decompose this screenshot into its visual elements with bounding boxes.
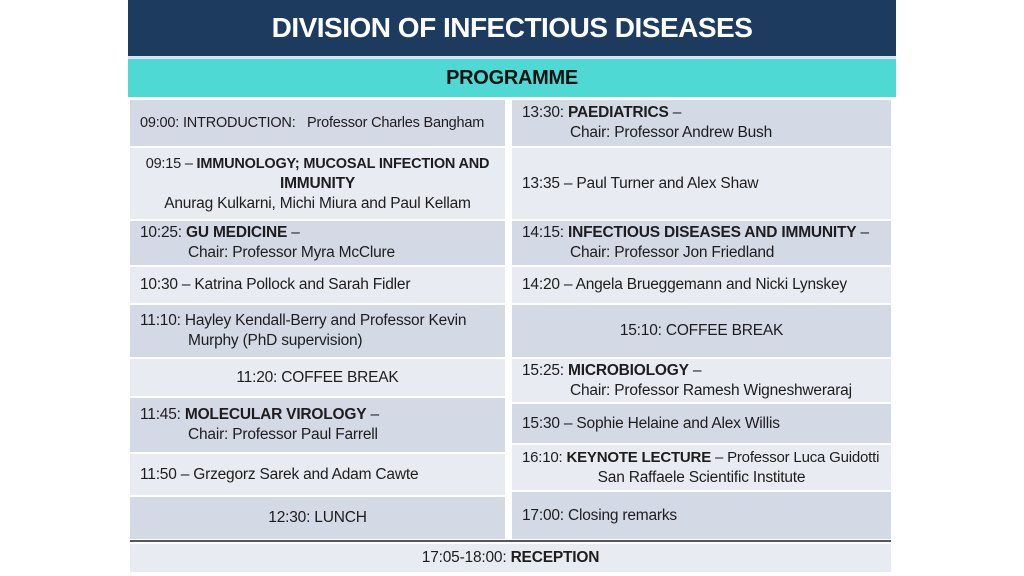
schedule-line: 13:30: PAEDIATRICS – [522,103,881,123]
schedule-text: – [366,406,380,423]
schedule-text: 10:25: [140,224,187,241]
schedule-text: Chair: Professor Ramesh Wigneshweraraj [570,381,852,399]
schedule-line: 09:15 – IMMUNOLOGY; MUCOSAL INFECTION AN… [140,154,495,174]
schedule-text: Chair: Professor Jon Friedland [570,244,775,261]
schedule-line: 15:30 – Sophie Helaine and Alex Willis [522,414,881,434]
schedule-line: Chair: Professor Ramesh Wigneshweraraj [522,381,881,401]
schedule-line: 10:30 – Katrina Pollock and Sarah Fidler [140,275,495,295]
schedule-row: 14:15: INFECTIOUS DISEASES AND IMMUNITY … [512,221,891,265]
schedule-line: 15:25: MICROBIOLOGY – [522,361,881,381]
schedule-text: 10:30 – Katrina Pollock and Sarah Fidler [140,276,411,293]
slide-title-bar: DIVISION OF INFECTIOUS DISEASES [128,0,896,59]
schedule-line: 11:20: COFFEE BREAK [140,368,495,388]
schedule-text: – Professor Luca Guidotti [711,448,880,466]
schedule-line: 10:25: GU MEDICINE – [140,223,495,243]
schedule-text: 11:20: COFFEE BREAK [236,368,399,386]
schedule-line: 17:05-18:00: RECEPTION [140,548,881,568]
schedule-line: Chair: Professor Andrew Bush [522,123,881,143]
schedule-text: PAEDIATRICS [568,104,669,121]
schedule-text: – [856,224,870,241]
schedule-text: KEYNOTE LECTURE [566,448,711,466]
slide-title: DIVISION OF INFECTIOUS DISEASES [271,12,753,43]
schedule-text: IMMUNITY [279,174,356,192]
schedule-line: 16:10: KEYNOTE LECTURE – Professor Luca … [522,448,881,468]
table-footer-divider [130,540,891,542]
schedule-line: San Raffaele Scientific Institute [522,468,881,488]
schedule-text: Anurag Kulkarni, Michi Miura and Paul Ke… [164,194,471,212]
schedule-row: 11:20: COFFEE BREAK [130,359,505,396]
schedule-text: 11:50 – Grzegorz Sarek and Adam Cawte [140,465,419,483]
schedule-line: IMMUNITY [140,174,495,194]
schedule-text: 15:30 – Sophie Helaine and Alex Willis [522,414,780,432]
schedule-line: 11:50 – Grzegorz Sarek and Adam Cawte [140,465,495,485]
schedule-line: Chair: Professor Paul Farrell [140,425,495,445]
schedule-line: 11:10: Hayley Kendall-Berry and Professo… [140,311,495,331]
schedule-line: Anurag Kulkarni, Michi Miura and Paul Ke… [140,194,495,214]
schedule-line: 12:30: LUNCH [140,508,495,528]
schedule-text: – [287,224,300,241]
programme-label: PROGRAMME [446,66,578,89]
schedule-row: 15:10: COFFEE BREAK [512,305,891,357]
afternoon-column: 13:30: PAEDIATRICS – Chair: Professor And… [512,100,891,539]
schedule-row: 13:30: PAEDIATRICS – Chair: Professor And… [512,100,891,146]
schedule-row: 09:00: INTRODUCTION: Professor Charles B… [130,100,505,146]
schedule-text: San Raffaele Scientific Institute [597,468,806,486]
schedule-line: 15:10: COFFEE BREAK [522,321,881,341]
schedule-row: 09:15 – IMMUNOLOGY; MUCOSAL INFECTION AN… [130,148,505,219]
morning-column: 09:00: INTRODUCTION: Professor Charles B… [130,100,505,539]
schedule-row: 10:30 – Katrina Pollock and Sarah Fidler [130,267,505,303]
schedule-text: 09:15 – [145,155,197,172]
schedule-line: Chair: Professor Jon Friedland [522,243,881,263]
schedule-line: 11:45: MOLECULAR VIROLOGY – [140,405,495,425]
schedule-line: Chair: Professor Myra McClure [140,243,495,263]
schedule-text: 17:00: Closing remarks [522,506,677,524]
programme-bar: PROGRAMME [128,59,896,97]
schedule-row: 12:30: LUNCH [130,497,505,539]
schedule-text: 13:35 – Paul Turner and Alex Shaw [522,174,759,192]
schedule-row: 15:30 – Sophie Helaine and Alex Willis [512,404,891,443]
schedule-text: – [688,361,702,379]
reception-row: 17:05-18:00: RECEPTION [130,544,891,572]
schedule-text: GU MEDICINE [186,224,288,241]
schedule-row: 11:50 – Grzegorz Sarek and Adam Cawte [130,454,505,495]
schedule-text: – [668,104,682,121]
schedule-text: Chair: Professor Andrew Bush [570,124,773,141]
schedule-text: 16:10: [522,448,567,466]
schedule-line: 09:00: INTRODUCTION: Professor Charles B… [140,113,495,133]
programme-table: 09:00: INTRODUCTION: Professor Charles B… [130,100,891,539]
schedule-text: 12:30: LUNCH [268,509,367,526]
schedule-text: MOLECULAR VIROLOGY [184,406,367,423]
schedule-row: 14:20 – Angela Brueggemann and Nicki Lyn… [512,267,891,303]
schedule-text: Murphy (PhD supervision) [188,332,363,349]
schedule-text: 15:10: COFFEE BREAK [619,322,784,339]
schedule-line: 14:15: INFECTIOUS DISEASES AND IMMUNITY … [522,223,881,243]
schedule-line: Murphy (PhD supervision) [140,331,495,351]
schedule-line: 13:35 – Paul Turner and Alex Shaw [522,174,881,194]
schedule-text: MICROBIOLOGY [568,361,689,379]
schedule-row: 11:45: MOLECULAR VIROLOGY – Chair: Profes… [130,398,505,452]
schedule-text: 09:00: INTRODUCTION: Professor Charles B… [140,115,485,131]
schedule-text: INFECTIOUS DISEASES AND IMMUNITY [568,224,857,241]
schedule-text: IMMUNOLOGY; MUCOSAL INFECTION AND [196,155,490,172]
schedule-text: 14:15: [522,224,569,241]
schedule-row: 10:25: GU MEDICINE – Chair: Professor Myr… [130,221,505,265]
schedule-row: 16:10: KEYNOTE LECTURE – Professor Luca … [512,445,891,490]
schedule-row: 17:00: Closing remarks [512,492,891,539]
schedule-text: Chair: Professor Myra McClure [188,244,395,261]
schedule-text: 15:25: [522,361,569,379]
schedule-line: 17:00: Closing remarks [522,506,881,526]
schedule-row: 11:10: Hayley Kendall-Berry and Professo… [130,305,505,357]
schedule-text: Chair: Professor Paul Farrell [188,426,378,443]
schedule-text: 13:30: [522,104,569,121]
schedule-text: 17:05-18:00: [421,549,511,566]
schedule-text: 11:45: [140,406,185,423]
schedule-line: 14:20 – Angela Brueggemann and Nicki Lyn… [522,275,881,295]
schedule-text: 14:20 – Angela Brueggemann and Nicki Lyn… [522,276,847,293]
schedule-row: 13:35 – Paul Turner and Alex Shaw [512,148,891,219]
schedule-text: RECEPTION [510,549,600,566]
schedule-row: 15:25: MICROBIOLOGY – Chair: Professor Ra… [512,359,891,402]
schedule-text: 11:10: Hayley Kendall-Berry and Professo… [140,312,467,329]
